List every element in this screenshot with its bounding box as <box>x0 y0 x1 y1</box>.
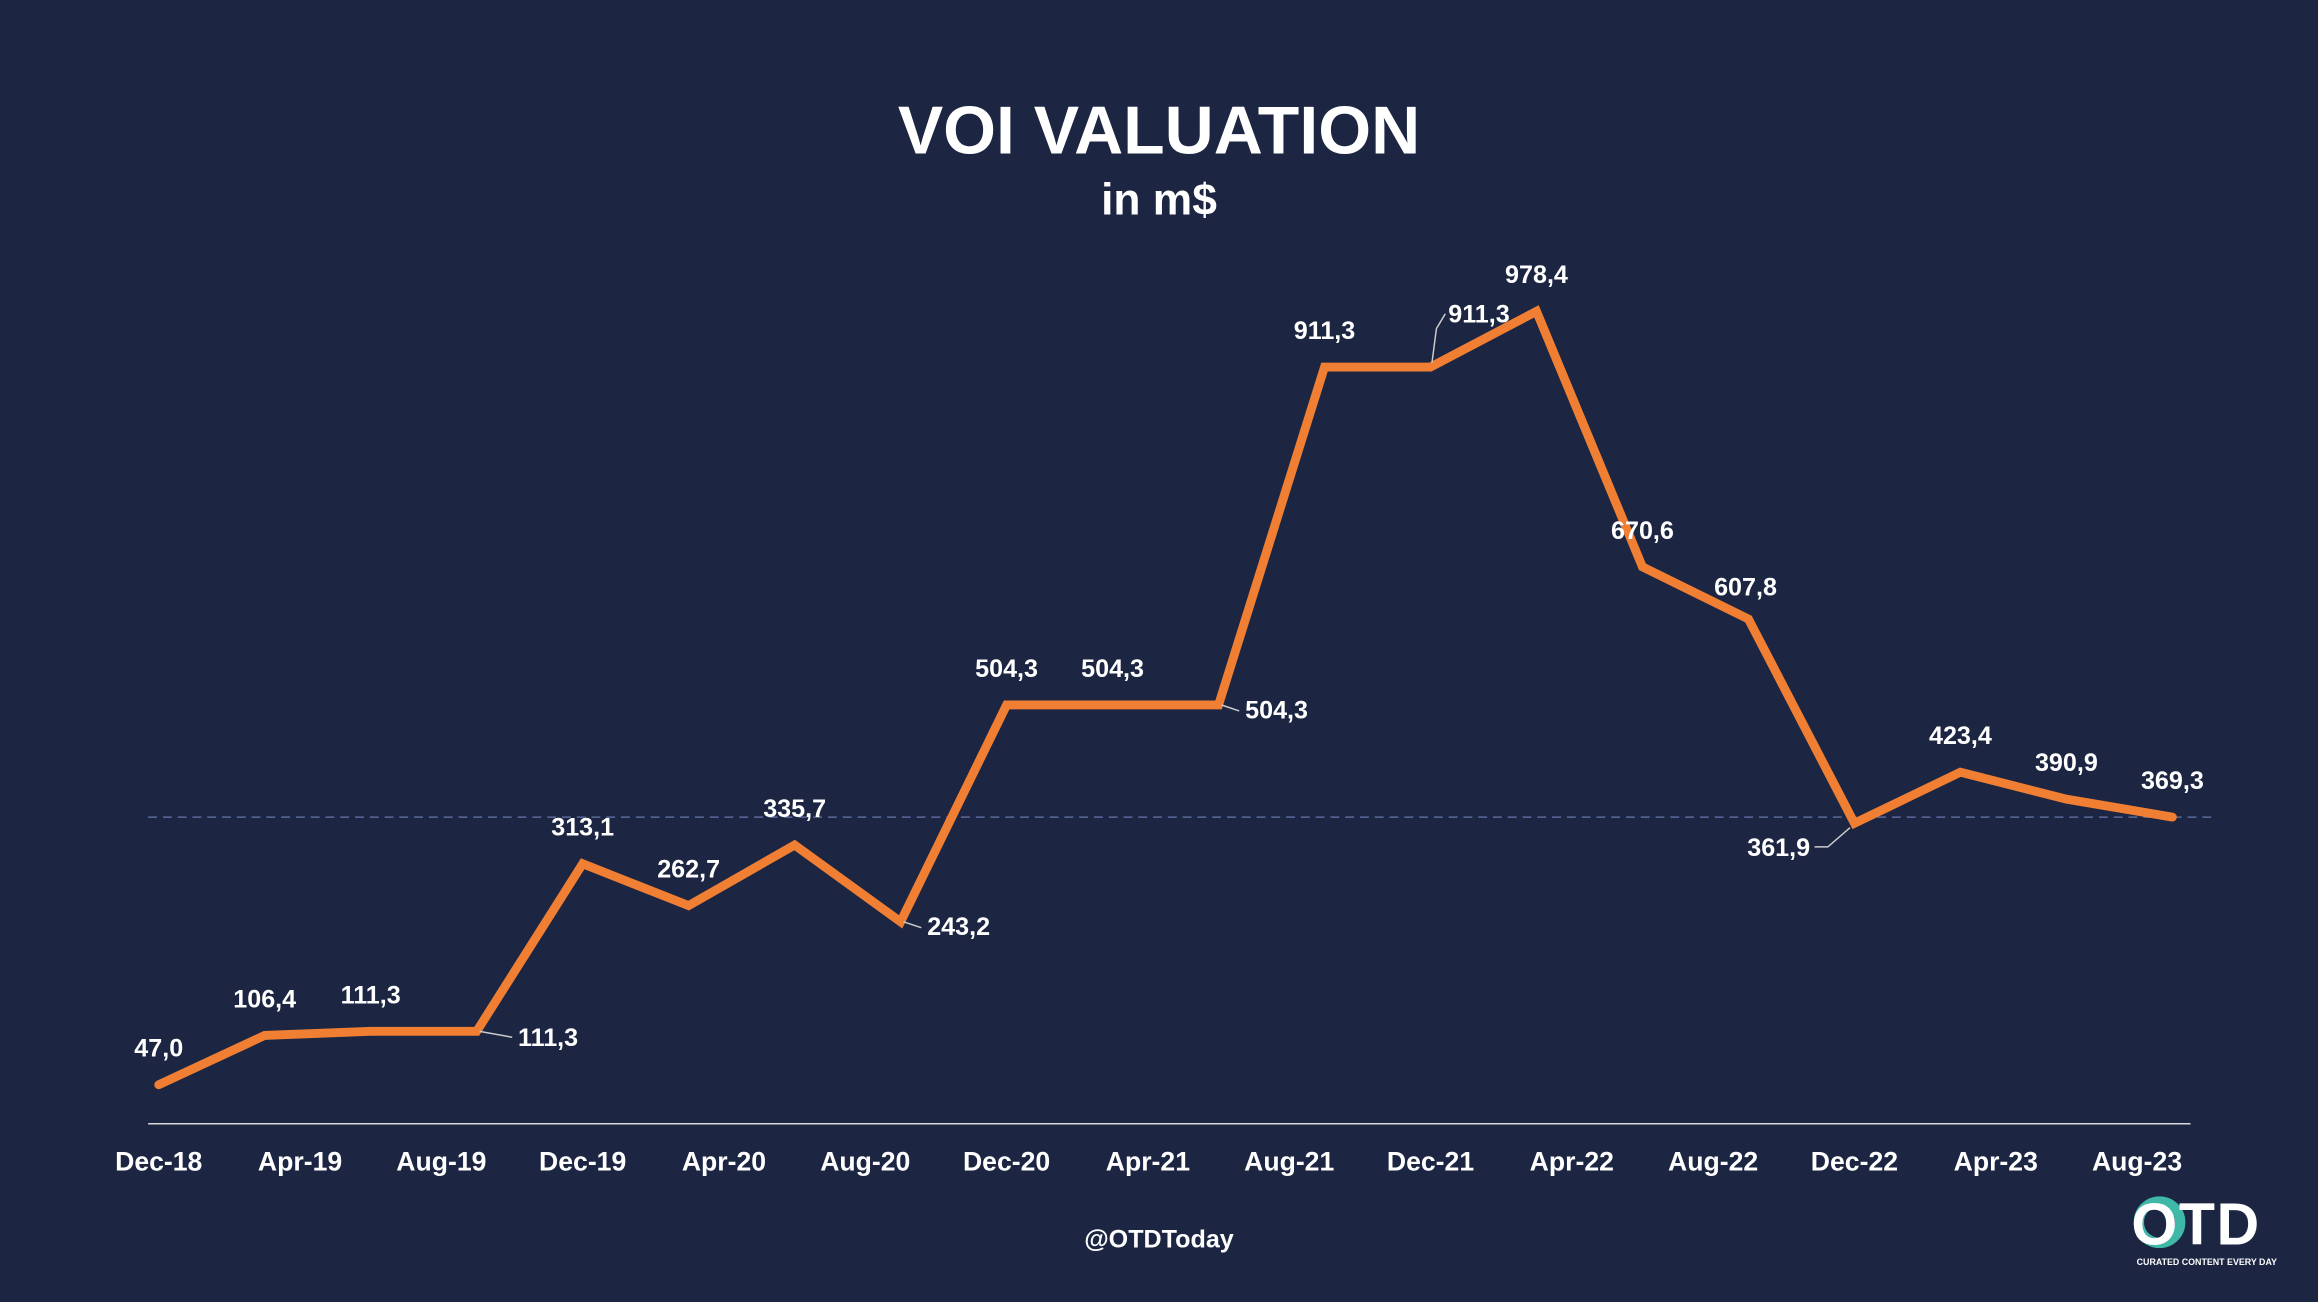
data-label: 369,3 <box>2141 767 2204 795</box>
data-label: 243,2 <box>927 913 990 941</box>
logo: OTD CURATED CONTENT EVERY DAY <box>2131 1190 2277 1267</box>
x-tick-label: Aug-21 <box>1244 1146 1334 1176</box>
data-label: 607,8 <box>1714 573 1777 601</box>
data-label: 111,3 <box>518 1024 578 1052</box>
data-label: 911,3 <box>1448 301 1509 329</box>
x-tick-label: Apr-23 <box>1954 1146 2038 1176</box>
x-tick-label: Apr-22 <box>1530 1146 1614 1176</box>
chart-title: VOI VALUATION <box>898 93 1420 169</box>
data-label: 335,7 <box>763 795 826 823</box>
data-label: 313,1 <box>551 814 614 842</box>
x-tick-label: Apr-21 <box>1106 1146 1190 1176</box>
data-label: 504,3 <box>1245 696 1308 724</box>
data-label: 978,4 <box>1505 261 1568 289</box>
data-label: 423,4 <box>1929 722 1992 750</box>
leader-line <box>1431 313 1446 363</box>
data-label: 504,3 <box>975 655 1038 683</box>
x-tick-label: Dec-20 <box>963 1146 1050 1176</box>
leader-line <box>479 1030 513 1038</box>
logo-tagline: CURATED CONTENT EVERY DAY <box>2137 1257 2277 1267</box>
x-tick-label: Apr-19 <box>258 1146 342 1176</box>
data-label: 504,3 <box>1081 655 1144 683</box>
leader-line <box>1814 827 1851 848</box>
x-tick-label: Dec-22 <box>1811 1146 1898 1176</box>
leader-line <box>903 921 922 929</box>
data-label: 106,4 <box>233 985 296 1013</box>
x-tick-label: Aug-22 <box>1668 1146 1758 1176</box>
source: @OTDToday <box>1084 1225 1234 1253</box>
data-label: 361,9 <box>1747 834 1810 862</box>
data-label: 47,0 <box>134 1035 183 1063</box>
x-tick-label: Dec-21 <box>1387 1146 1474 1176</box>
logo-ring <box>2133 1196 2186 1249</box>
x-tick-label: Dec-18 <box>115 1146 202 1176</box>
leader-line <box>1221 704 1240 712</box>
x-tick-label: Dec-19 <box>539 1146 626 1176</box>
x-tick-label: Aug-20 <box>820 1146 910 1176</box>
chart-subtitle: in m$ <box>1101 175 1217 224</box>
data-label: 111,3 <box>341 981 401 1009</box>
data-label: 390,9 <box>2035 749 2098 777</box>
line-series <box>154 305 2177 1090</box>
x-tick-label: Aug-23 <box>2092 1146 2182 1176</box>
data-label: 262,7 <box>657 856 720 884</box>
x-tick-label: Aug-19 <box>396 1146 486 1176</box>
data-label: 911,3 <box>1294 317 1355 345</box>
x-tick-label: Apr-20 <box>682 1146 766 1176</box>
logo-name: OTD <box>2131 1190 2260 1257</box>
data-label: 670,6 <box>1611 517 1674 545</box>
